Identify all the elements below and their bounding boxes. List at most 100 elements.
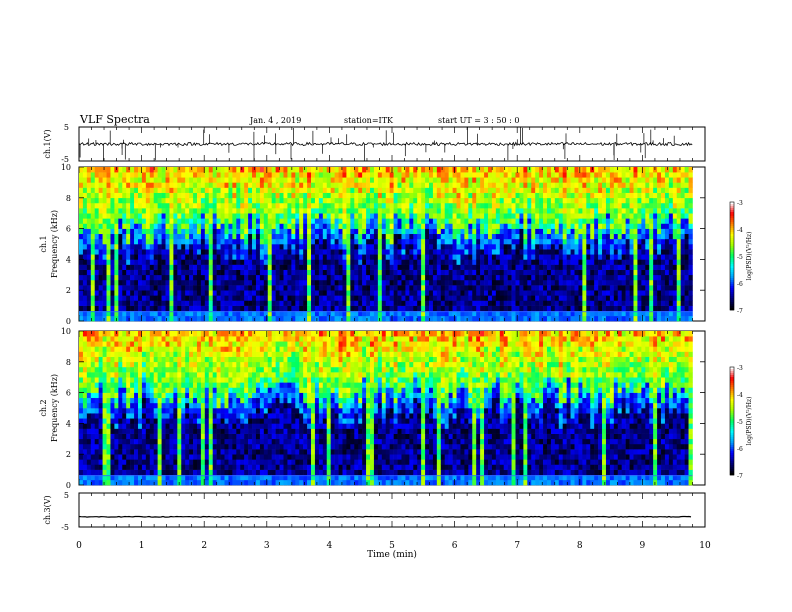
spectrogram-cell [373, 208, 379, 214]
spectrogram-cell [495, 208, 501, 214]
spectrogram-cell [334, 295, 339, 301]
spectrogram-cell [484, 182, 489, 188]
spectrogram-cell [688, 259, 693, 265]
spectrogram-cell [252, 274, 257, 281]
spectrogram-cell [684, 172, 689, 178]
spectrogram-cell [586, 249, 591, 255]
ch1-spectrogram-channel-label: ch.1 [39, 235, 48, 252]
spectrogram-cell [212, 249, 217, 255]
spectrogram-cell [519, 279, 524, 286]
spectrogram-cell [212, 310, 217, 317]
spectrogram-cell [503, 259, 508, 265]
spectrogram-cell [169, 300, 174, 306]
spectrogram-cell [263, 244, 269, 250]
spectrogram-cell [590, 197, 595, 204]
spectrogram-cell [314, 279, 320, 286]
spectrogram-cell [377, 310, 383, 317]
spectrogram-cell [283, 279, 288, 286]
spectrogram-cell [263, 197, 269, 204]
spectrogram-cell [362, 172, 367, 178]
spectrogram-cell [661, 182, 666, 188]
spectrogram-cell [389, 177, 394, 183]
spectrogram-cell [130, 238, 135, 245]
spectrogram-cell [248, 274, 253, 281]
spectrogram-cell [114, 197, 119, 204]
spectrogram-cell [613, 182, 619, 188]
spectrogram-cell [405, 295, 410, 301]
spectrogram-cell [299, 177, 304, 183]
spectrogram-cell [452, 208, 457, 214]
spectrogram-cell [279, 172, 284, 178]
spectrogram-cell [244, 192, 249, 199]
spectrogram-cell [326, 218, 331, 224]
spectrogram-cell [137, 208, 143, 214]
spectrogram-cell [385, 259, 390, 265]
spectrogram-cell [621, 223, 626, 229]
spectrogram-cell [177, 300, 182, 306]
spectrogram-cell [118, 208, 123, 214]
spectrogram-cell [204, 295, 210, 301]
spectrogram-cell [621, 315, 626, 322]
spectrogram-cell [405, 197, 410, 204]
spectrogram-cell [657, 197, 662, 204]
spectrogram-cell [189, 218, 194, 224]
spectrogram-cell [299, 274, 304, 281]
spectrogram-cell [558, 295, 563, 301]
spectrogram-cell [527, 187, 532, 193]
spectrogram-cell [645, 213, 650, 219]
spectrogram-cell [645, 254, 650, 260]
spectrogram-cell [208, 218, 213, 224]
spectrogram-cell [145, 244, 151, 250]
spectrogram-cell [570, 269, 575, 276]
spectrogram-cell [602, 274, 607, 281]
spectrogram-cell [370, 274, 375, 281]
spectrogram-cell [79, 274, 84, 281]
spectrogram-cell [338, 259, 343, 265]
spectrogram-cell [598, 269, 603, 276]
spectrogram-cell [511, 208, 516, 214]
spectrogram-cell [523, 244, 528, 250]
spectrogram-cell [645, 177, 650, 183]
spectrogram-cell [523, 249, 528, 255]
spectrogram-cell [189, 305, 194, 312]
spectrogram-cell [460, 295, 465, 301]
spectrogram-cell [582, 177, 587, 183]
spectrogram-cell [444, 274, 449, 281]
spectrogram-cell [676, 315, 681, 322]
spectrogram-cell [79, 202, 84, 209]
spectrogram-cell [244, 279, 249, 286]
spectrogram-cell [389, 213, 394, 219]
spectrogram-cell [240, 310, 245, 317]
spectrogram-cell [354, 249, 359, 255]
spectrogram-cell [562, 208, 567, 214]
spectrogram-cell [98, 228, 103, 235]
spectrogram-cell [637, 177, 642, 183]
spectrogram-cell [598, 233, 603, 240]
spectrogram-cell [661, 264, 666, 270]
spectrogram-cell [338, 315, 343, 322]
spectrogram-cell [137, 310, 143, 317]
spectrogram-cell [362, 264, 367, 270]
spectrogram-cell [649, 259, 654, 265]
spectrogram-cell [311, 295, 316, 301]
spectrogram-cell [429, 244, 434, 250]
spectrogram-cell [204, 269, 210, 276]
spectrogram-cell [543, 290, 548, 296]
spectrogram-cell [562, 264, 567, 270]
spectrogram-cell [342, 269, 347, 276]
spectrogram-cell [527, 218, 532, 224]
spectrogram-cell [574, 269, 579, 276]
spectrogram-cell [519, 233, 524, 240]
spectrogram-cell [346, 177, 351, 183]
spectrogram-cell [98, 300, 103, 306]
spectrogram-cell [126, 223, 131, 229]
spectrogram-cell [602, 315, 607, 322]
spectrogram-cell [307, 249, 312, 255]
spectrogram-cell [527, 233, 532, 240]
spectrogram-cell [134, 315, 139, 322]
spectrogram-cell [145, 233, 151, 240]
spectrogram-cell [405, 187, 410, 193]
spectrogram-cell [436, 269, 442, 276]
spectrogram-cell [350, 305, 355, 312]
spectrogram-cell [126, 167, 131, 173]
